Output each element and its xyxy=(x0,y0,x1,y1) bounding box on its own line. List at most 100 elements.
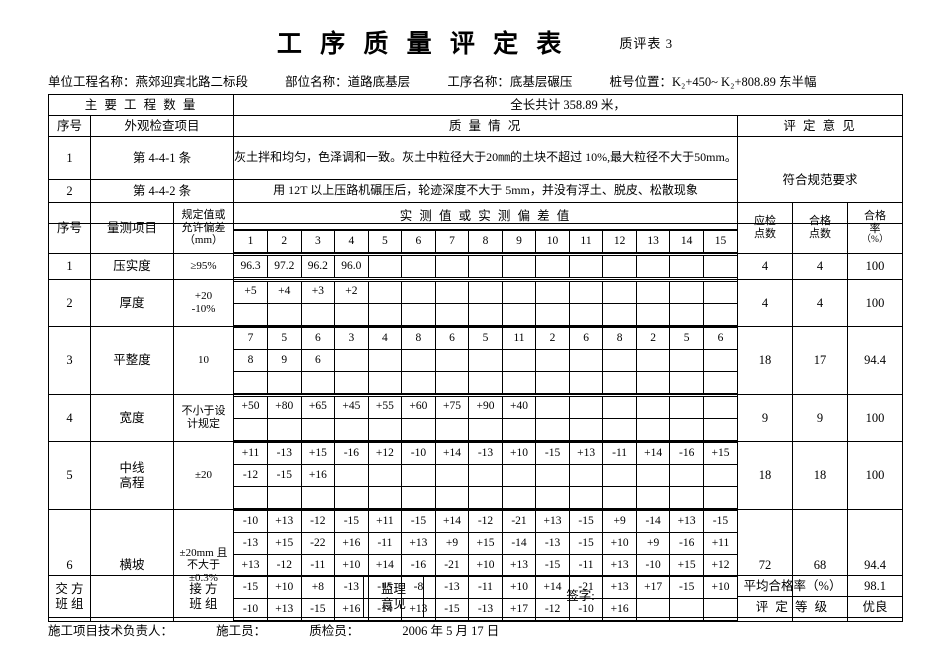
measure-cell-r6-s3-c2[interactable]: -12 xyxy=(267,554,302,577)
measure-cell-r3-s2-c3[interactable]: 6 xyxy=(300,349,336,372)
measure-cell-r3-s3-c7[interactable] xyxy=(434,371,470,394)
measure-cell-r5-s2-c15[interactable] xyxy=(702,464,737,487)
measure-cell-r6-s3-c14[interactable]: +15 xyxy=(669,554,704,577)
measure-cell-r4-s1-c5[interactable]: +55 xyxy=(367,395,403,419)
measure-cell-r2-s2-c11[interactable] xyxy=(568,302,604,326)
measure-cell-r6-s1-c10[interactable]: +13 xyxy=(535,510,570,533)
measure-cell-r4-s2-c7[interactable] xyxy=(434,417,470,441)
measure-cell-r5-s1-c1[interactable]: +11 xyxy=(234,442,269,465)
measure-cell-r6-s1-c13[interactable]: -14 xyxy=(635,510,671,533)
measure-cell-r4-s1-c9[interactable]: +40 xyxy=(501,395,537,419)
measure-cell-r6-s3-c8[interactable]: +10 xyxy=(468,554,503,577)
measure-cell-r2-s1-c8[interactable] xyxy=(468,280,503,304)
measure-cell-r3-s1-c7[interactable]: 6 xyxy=(434,327,470,350)
measure-cell-r5-s3-c12[interactable] xyxy=(602,486,637,509)
measure-cell-r2-s2-c2[interactable] xyxy=(267,302,302,326)
measure-cell-r4-s1-c13[interactable] xyxy=(635,395,671,419)
measure-cell-r5-s3-c4[interactable] xyxy=(334,486,369,509)
measure-cell-r5-s3-c9[interactable] xyxy=(501,486,537,509)
measure-cell-r5-s1-c8[interactable]: -13 xyxy=(468,442,503,465)
measure-cell-r6-s1-c6[interactable]: -15 xyxy=(401,510,436,533)
measure-cell-r6-s1-c1[interactable]: -10 xyxy=(234,510,269,533)
measure-cell-r2-s2-c10[interactable] xyxy=(535,302,570,326)
measure-cell-r4-s2-c3[interactable] xyxy=(300,417,336,441)
measure-cell-r6-s2-c6[interactable]: +13 xyxy=(401,532,436,555)
measure-cell-r6-s1-c9[interactable]: -21 xyxy=(501,510,537,533)
measure-cell-r6-s2-c10[interactable]: -13 xyxy=(535,532,570,555)
measure-cell-r3-s1-c13[interactable]: 2 xyxy=(635,327,671,350)
measure-cell-r2-s1-c12[interactable] xyxy=(602,280,637,304)
measure-cell-r4-s2-c8[interactable] xyxy=(468,417,503,441)
measure-cell-r3-s1-c1[interactable]: 7 xyxy=(234,327,269,350)
measure-cell-r5-s2-c2[interactable]: -15 xyxy=(267,464,302,487)
measure-cell-r2-s1-c11[interactable] xyxy=(568,280,604,304)
measure-cell-r1-s1-c10[interactable] xyxy=(535,255,570,278)
measure-cell-r2-s2-c13[interactable] xyxy=(635,302,671,326)
measure-cell-r2-s1-c2[interactable]: +4 xyxy=(267,280,302,304)
measure-cell-r2-s2-c6[interactable] xyxy=(401,302,436,326)
measure-cell-r5-s2-c8[interactable] xyxy=(468,464,503,487)
measure-cell-r6-s1-c3[interactable]: -12 xyxy=(300,510,336,533)
measure-cell-r3-s2-c15[interactable] xyxy=(702,349,737,372)
measure-cell-r3-s1-c2[interactable]: 5 xyxy=(267,327,302,350)
measure-cell-r5-s2-c14[interactable] xyxy=(669,464,704,487)
measure-cell-r4-s2-c9[interactable] xyxy=(501,417,537,441)
measure-cell-r3-s3-c12[interactable] xyxy=(602,371,637,394)
measure-cell-r4-s2-c2[interactable] xyxy=(267,417,302,441)
measure-cell-r3-s3-c8[interactable] xyxy=(468,371,503,394)
hand-over-team-value[interactable] xyxy=(90,575,174,618)
measure-cell-r1-s1-c7[interactable] xyxy=(434,255,470,278)
measure-cell-r2-s2-c8[interactable] xyxy=(468,302,503,326)
measure-cell-r6-s2-c7[interactable]: +9 xyxy=(434,532,470,555)
measure-cell-r2-s2-c7[interactable] xyxy=(434,302,470,326)
measure-cell-r3-s1-c8[interactable]: 5 xyxy=(468,327,503,350)
measure-cell-r5-s3-c14[interactable] xyxy=(669,486,704,509)
measure-cell-r5-s2-c10[interactable] xyxy=(535,464,570,487)
measure-cell-r3-s1-c6[interactable]: 8 xyxy=(401,327,436,350)
measure-cell-r4-s2-c1[interactable] xyxy=(234,417,269,441)
measure-cell-r6-s2-c1[interactable]: -13 xyxy=(234,532,269,555)
measure-cell-r4-s1-c10[interactable] xyxy=(535,395,570,419)
measure-cell-r5-s2-c3[interactable]: +16 xyxy=(300,464,336,487)
measure-cell-r3-s1-c3[interactable]: 6 xyxy=(300,327,336,350)
measure-cell-r3-s2-c13[interactable] xyxy=(635,349,671,372)
measure-cell-r3-s3-c11[interactable] xyxy=(568,371,604,394)
measure-cell-r6-s3-c6[interactable]: -16 xyxy=(401,554,436,577)
measure-cell-r3-s3-c3[interactable] xyxy=(300,371,336,394)
measure-cell-r3-s3-c2[interactable] xyxy=(267,371,302,394)
measure-cell-r4-s1-c14[interactable] xyxy=(669,395,704,419)
measure-cell-r6-s2-c11[interactable]: -15 xyxy=(568,532,604,555)
measure-cell-r2-s1-c10[interactable] xyxy=(535,280,570,304)
measure-cell-r3-s1-c12[interactable]: 8 xyxy=(602,327,637,350)
measure-cell-r5-s1-c11[interactable]: +13 xyxy=(568,442,604,465)
measure-cell-r5-s1-c13[interactable]: +14 xyxy=(635,442,671,465)
measure-cell-r1-s1-c13[interactable] xyxy=(635,255,671,278)
measure-cell-r5-s2-c5[interactable] xyxy=(367,464,403,487)
measure-cell-r6-s3-c13[interactable]: -10 xyxy=(635,554,671,577)
measure-cell-r3-s3-c14[interactable] xyxy=(669,371,704,394)
measure-cell-r2-s2-c15[interactable] xyxy=(702,302,737,326)
measure-cell-r5-s2-c6[interactable] xyxy=(401,464,436,487)
measure-cell-r3-s2-c12[interactable] xyxy=(602,349,637,372)
measure-cell-r5-s3-c15[interactable] xyxy=(702,486,737,509)
measure-cell-r2-s1-c15[interactable] xyxy=(702,280,737,304)
measure-cell-r4-s1-c1[interactable]: +50 xyxy=(234,395,269,419)
measure-cell-r3-s2-c7[interactable] xyxy=(434,349,470,372)
measure-cell-r2-s2-c14[interactable] xyxy=(669,302,704,326)
measure-cell-r2-s2-c9[interactable] xyxy=(501,302,537,326)
measure-cell-r6-s1-c12[interactable]: +9 xyxy=(602,510,637,533)
measure-cell-r5-s1-c10[interactable]: -15 xyxy=(535,442,570,465)
measure-cell-r2-s1-c5[interactable] xyxy=(367,280,403,304)
measure-cell-r5-s1-c2[interactable]: -13 xyxy=(267,442,302,465)
measure-cell-r4-s1-c2[interactable]: +80 xyxy=(267,395,302,419)
measure-cell-r4-s2-c14[interactable] xyxy=(669,417,704,441)
measure-cell-r1-s1-c3[interactable]: 96.2 xyxy=(300,255,336,278)
measure-cell-r5-s2-c1[interactable]: -12 xyxy=(234,464,269,487)
measure-cell-r3-s1-c15[interactable]: 6 xyxy=(702,327,737,350)
measure-cell-r3-s2-c5[interactable] xyxy=(367,349,403,372)
measure-cell-r2-s1-c13[interactable] xyxy=(635,280,671,304)
measure-cell-r4-s1-c7[interactable]: +75 xyxy=(434,395,470,419)
measure-cell-r4-s2-c11[interactable] xyxy=(568,417,604,441)
measure-cell-r3-s2-c11[interactable] xyxy=(568,349,604,372)
measure-cell-r3-s1-c14[interactable]: 5 xyxy=(669,327,704,350)
